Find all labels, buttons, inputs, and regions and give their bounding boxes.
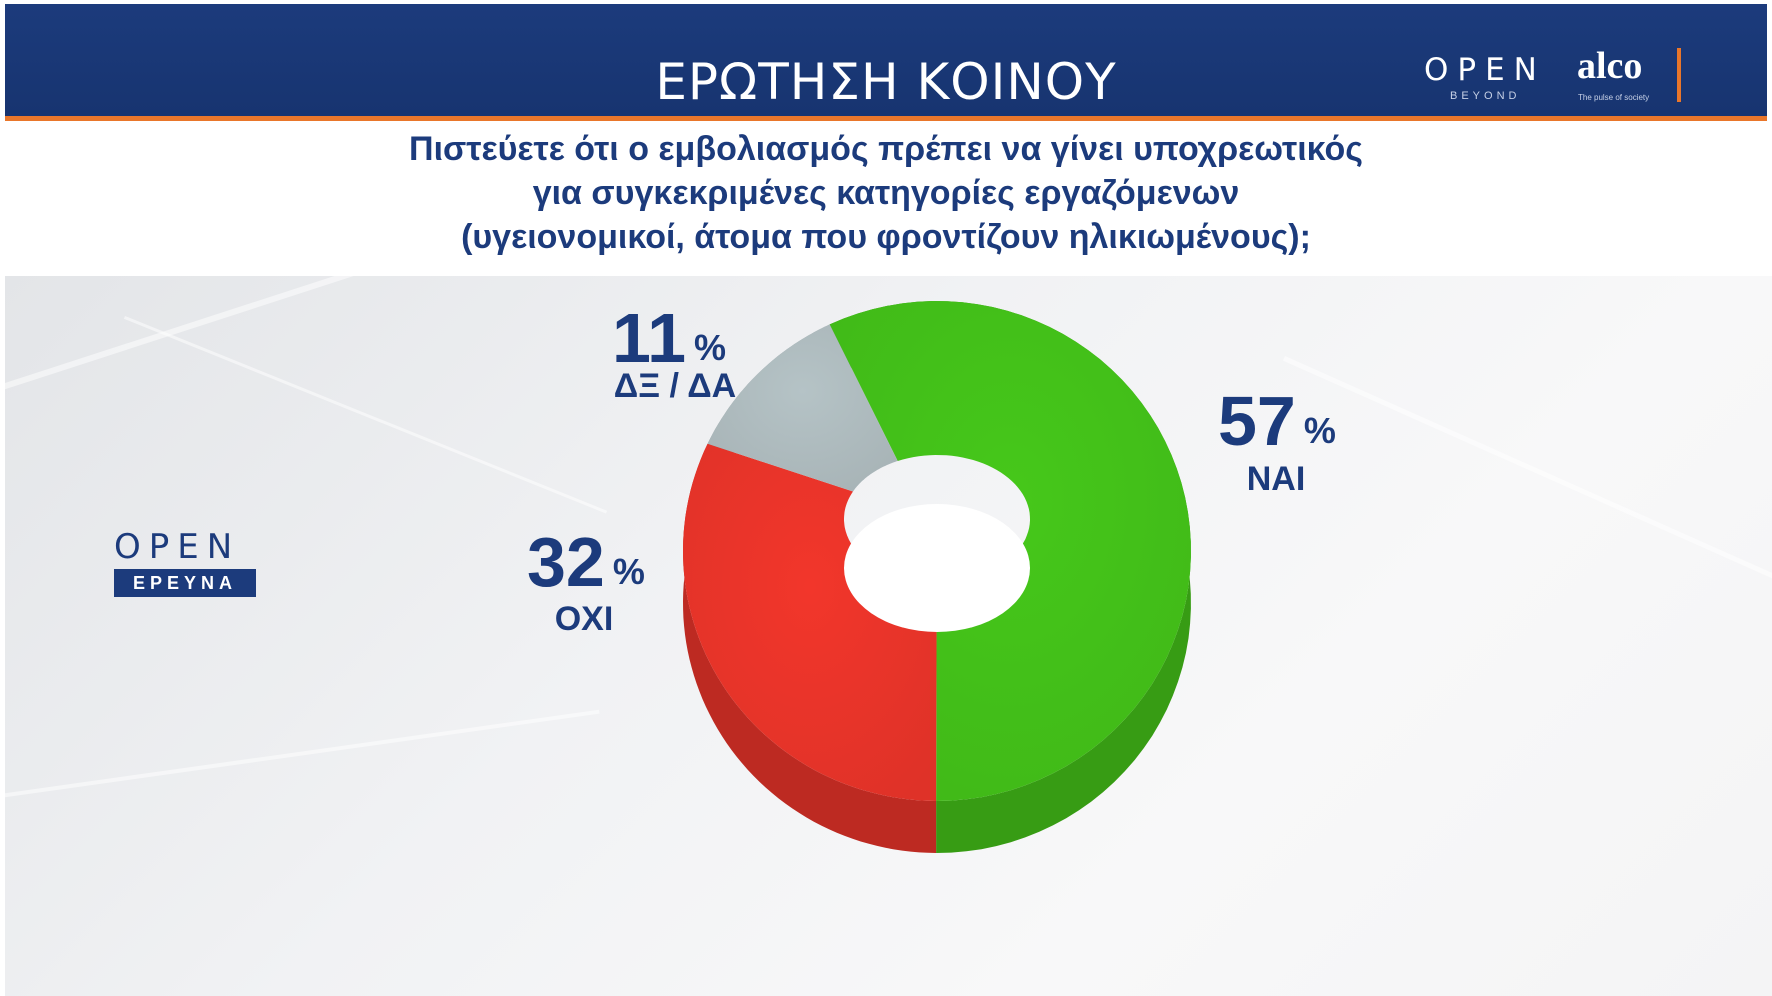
open-beyond-logo-subtitle: BEYOND bbox=[1450, 90, 1521, 102]
page-title: ΕΡΩΤΗΣΗ ΚΟΙΝΟΥ bbox=[655, 53, 1117, 111]
data-label-category: ΟΧΙ bbox=[555, 600, 614, 638]
question-line-3: (υγειονομικοί, άτομα που φροντίζουν ηλικ… bbox=[461, 218, 1311, 256]
open-ereyna-logo-subtitle: ΕΡΕΥΝΑ bbox=[114, 569, 256, 597]
header-bar bbox=[5, 4, 1767, 121]
data-label-unit: % bbox=[1304, 410, 1336, 451]
data-label-category: ΝΑΙ bbox=[1247, 460, 1306, 498]
data-label-value: 32 bbox=[527, 523, 605, 601]
question-text: Πιστεύετε ότι ο εμβολιασμός πρέπει να γί… bbox=[0, 127, 1772, 259]
question-line-1: Πιστεύετε ότι ο εμβολιασμός πρέπει να γί… bbox=[409, 130, 1363, 168]
open-ereyna-logo-text: OPEN bbox=[114, 527, 241, 567]
donut-slice-side bbox=[683, 443, 937, 853]
open-ereyna-logo: OPEN ΕΡΕΥΝΑ bbox=[114, 527, 256, 597]
alco-logo: alco bbox=[1577, 45, 1643, 87]
data-label-unit: % bbox=[613, 551, 645, 592]
data-label-value: 57 bbox=[1218, 382, 1296, 460]
alco-tagline: The pulse of society bbox=[1578, 93, 1650, 102]
open-beyond-logo: OPEN bbox=[1424, 52, 1546, 88]
donut-slice-yes bbox=[829, 301, 1191, 801]
donut-hole bbox=[844, 504, 1030, 632]
question-line-2: για συγκεκριμένες κατηγορίες εργαζόμενων bbox=[532, 174, 1240, 212]
donut-slice-no bbox=[683, 443, 937, 801]
data-label-unit: % bbox=[694, 327, 726, 368]
donut-slice-dontknow bbox=[707, 324, 898, 492]
data-label-value: 11 bbox=[612, 299, 686, 377]
brand-divider bbox=[1677, 48, 1681, 102]
data-label-category: ΔΞ / ΔΑ bbox=[614, 367, 736, 405]
